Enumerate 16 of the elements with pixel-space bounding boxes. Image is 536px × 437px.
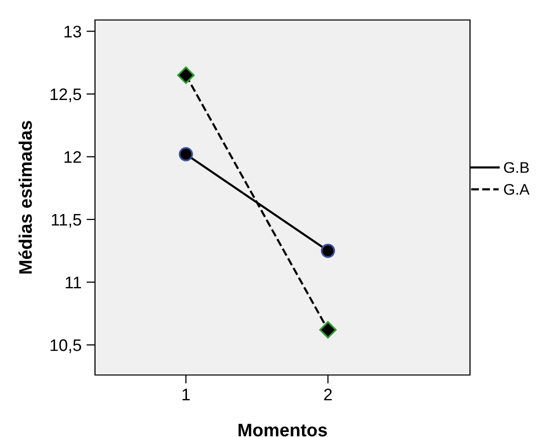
point: [319, 321, 337, 339]
y-tick-label: 11: [66, 276, 81, 288]
point: [177, 66, 195, 84]
x-tick-label: 1: [182, 388, 190, 400]
y-tick-label: 12,5: [50, 88, 82, 102]
point: [178, 147, 193, 162]
x-tick-label: 2: [324, 388, 332, 400]
x-axis-title: Momentos: [238, 424, 327, 436]
y-tick-label: 13: [64, 26, 82, 38]
y-tick-label: 11,5: [52, 214, 82, 228]
legend-label: G.A: [504, 184, 530, 195]
y-tick-label: 10,5: [50, 339, 82, 354]
point: [320, 244, 336, 258]
legend-label: G.B: [504, 162, 529, 173]
y-tick-label: 12: [64, 151, 81, 163]
y-axis-title: Médias estimadas: [18, 120, 32, 274]
